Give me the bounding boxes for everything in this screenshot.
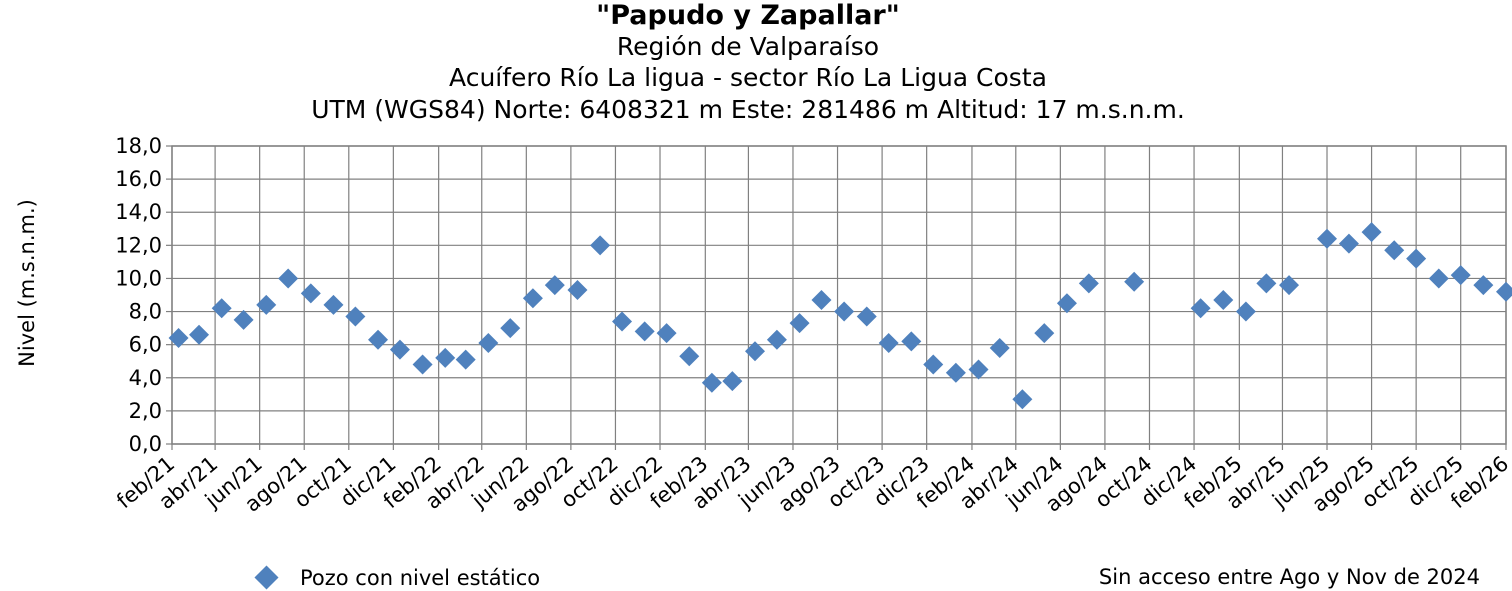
data-point xyxy=(1213,289,1234,310)
data-point xyxy=(500,318,521,339)
data-point xyxy=(656,323,677,344)
data-point xyxy=(1406,248,1427,269)
data-point xyxy=(789,313,810,334)
data-point xyxy=(1496,281,1512,302)
y-tick-label: 8,0 xyxy=(129,300,162,324)
y-tick-label: 12,0 xyxy=(115,233,162,257)
data-point xyxy=(612,311,633,332)
data-point xyxy=(345,306,366,327)
y-tick-label: 2,0 xyxy=(129,399,162,423)
data-point xyxy=(679,346,700,367)
y-tick-label: 6,0 xyxy=(129,333,162,357)
legend-marker-icon xyxy=(254,565,279,590)
data-point xyxy=(544,275,565,296)
data-point xyxy=(856,306,877,327)
data-point xyxy=(701,372,722,393)
y-tick-label: 16,0 xyxy=(115,167,162,191)
data-point xyxy=(455,349,476,370)
data-point xyxy=(522,288,543,309)
data-point xyxy=(567,280,588,301)
y-axis-label: Nivel (m.s.n.m.) xyxy=(15,199,39,367)
data-point xyxy=(168,328,189,349)
data-point xyxy=(1384,240,1405,261)
data-point xyxy=(1034,323,1055,344)
y-tick-label: 4,0 xyxy=(129,366,162,390)
data-point xyxy=(1235,301,1256,322)
data-point xyxy=(478,333,499,354)
x-axis-ticks: feb/21abr/21jun/21ago/21oct/21dic/21feb/… xyxy=(112,444,1512,517)
data-point xyxy=(435,347,456,368)
data-point xyxy=(233,309,254,330)
data-point xyxy=(1078,273,1099,294)
data-point xyxy=(278,268,299,289)
chart-subtitle-aquifer: Acuífero Río La ligua - sector Río La Li… xyxy=(449,63,1047,92)
data-point xyxy=(811,289,832,310)
data-point xyxy=(1256,273,1277,294)
grid xyxy=(171,145,1507,445)
data-point xyxy=(834,301,855,322)
data-point xyxy=(256,294,277,315)
chart-title: "Papudo y Zapallar" xyxy=(596,0,900,31)
data-point xyxy=(634,321,655,342)
data-point xyxy=(189,324,210,345)
data-point xyxy=(1012,389,1033,410)
data-point xyxy=(1450,265,1471,286)
data-point xyxy=(722,371,743,392)
y-tick-label: 0,0 xyxy=(129,432,162,456)
data-point xyxy=(766,329,787,350)
data-point xyxy=(1124,271,1145,292)
data-point xyxy=(1338,233,1359,254)
chart-subtitle-region: Región de Valparaíso xyxy=(617,32,879,61)
data-point xyxy=(744,341,765,362)
y-axis-ticks: 0,0 2,0 4,0 6,0 8,0 10,0 12,0 14,0 16,0 18,0 xyxy=(115,134,172,456)
y-tick-label: 10,0 xyxy=(115,266,162,290)
legend-label: Pozo con nivel estático xyxy=(300,566,540,590)
data-point xyxy=(300,283,321,304)
data-point xyxy=(590,235,611,256)
data-point xyxy=(1190,298,1211,319)
data-points xyxy=(168,222,1512,410)
data-point xyxy=(878,333,899,354)
chart-annotation: Sin acceso entre Ago y Nov de 2024 xyxy=(1099,565,1480,589)
chart-subtitle-coordinates: UTM (WGS84) Norte: 6408321 m Este: 28148… xyxy=(311,95,1185,124)
data-point xyxy=(1056,293,1077,314)
data-point xyxy=(901,331,922,352)
data-point xyxy=(968,359,989,380)
data-point xyxy=(1317,228,1338,249)
data-point xyxy=(989,337,1010,358)
data-point xyxy=(368,329,389,350)
data-point xyxy=(1361,222,1382,243)
data-point xyxy=(211,298,232,319)
y-tick-label: 18,0 xyxy=(115,134,162,158)
data-point xyxy=(1279,275,1300,296)
data-point xyxy=(1473,275,1494,296)
data-point xyxy=(945,362,966,383)
data-point xyxy=(1428,268,1449,289)
plot-area xyxy=(171,145,1507,445)
data-point xyxy=(412,354,433,375)
legend: Pozo con nivel estático xyxy=(254,565,540,590)
data-point xyxy=(923,354,944,375)
y-tick-label: 14,0 xyxy=(115,200,162,224)
data-point xyxy=(323,294,344,315)
data-point xyxy=(389,339,410,360)
